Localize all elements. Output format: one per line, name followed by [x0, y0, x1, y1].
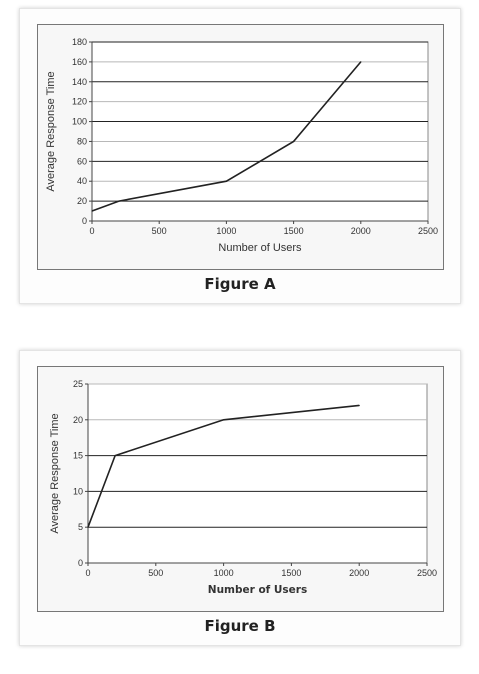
y-tick-label: 20: [73, 415, 83, 425]
y-tick-label: 100: [72, 117, 87, 127]
plot-area: [87, 383, 428, 564]
series-line: [87, 404, 360, 528]
x-tick-label: 2500: [418, 226, 438, 236]
y-tick-label: 0: [82, 216, 87, 226]
x-tick-label: 1000: [214, 568, 234, 578]
figure-b-card: 0 5 10 15 20 25 0 500 1000 1500 2000 2500 Number of …: [19, 350, 461, 646]
data-point: [87, 526, 89, 528]
x-axis-label: Number of Users: [218, 242, 302, 254]
y-tick-label: 80: [77, 136, 87, 146]
figure-b-chart: 0 5 10 15 20 25 0 500 1000 1500 2000 2500 Number of …: [49, 379, 437, 596]
y-tick-label: 0: [78, 558, 83, 568]
x-tick-label: 1500: [281, 568, 301, 578]
y-tick-label: 160: [72, 57, 87, 67]
x-tick-label: 1000: [216, 226, 236, 236]
figure-a-caption: Figure A: [204, 275, 276, 293]
x-tick-label: 2000: [351, 226, 371, 236]
figure-b-caption: Figure B: [204, 617, 276, 635]
y-tick-label: 120: [72, 97, 87, 107]
y-tick-label: 140: [72, 77, 87, 87]
y-axis-label: Average Response Time: [45, 71, 57, 191]
y-tick-label: 15: [73, 451, 83, 461]
data-point: [114, 455, 116, 457]
x-tick-label: 1500: [284, 226, 304, 236]
y-tick-label: 10: [73, 486, 83, 496]
x-tick-label: 0: [85, 568, 90, 578]
figure-b-chart-frame: 0 5 10 15 20 25 0 500 1000 1500 2000 2500 Number of …: [37, 366, 444, 612]
figure-a-chart-frame: 0 20 40 60 80 100 120 140 160 180 0 500 1000 1500 2000…: [37, 24, 444, 270]
y-tick-label: 180: [72, 37, 87, 47]
data-point: [358, 404, 360, 407]
x-tick-label: 2500: [417, 568, 437, 578]
y-tick-label: 20: [77, 196, 87, 206]
y-tick-label: 5: [78, 522, 83, 532]
x-tick-label: 2000: [349, 568, 369, 578]
data-point: [118, 200, 120, 202]
data-point: [225, 180, 227, 182]
plot-area: [91, 41, 429, 222]
x-tick-label: 500: [148, 568, 163, 578]
figure-a-card: 0 20 40 60 80 100 120 140 160 180 0 500 1000 1500 2000…: [19, 8, 461, 304]
data-point: [91, 210, 93, 212]
data-point: [360, 61, 362, 63]
y-axis-label: Average Response Time: [49, 413, 61, 533]
y-tick-label: 60: [77, 156, 87, 166]
data-point: [293, 140, 295, 143]
x-axis-label: Number of Users: [208, 584, 307, 596]
x-tick-label: 0: [89, 226, 94, 236]
data-point: [223, 419, 225, 421]
x-tick-label: 500: [152, 226, 167, 236]
y-tick-label: 25: [73, 379, 83, 389]
y-tick-label: 40: [77, 176, 87, 186]
figure-a-chart: 0 20 40 60 80 100 120 140 160 180 0 500 1000 1500 2000…: [45, 37, 438, 254]
